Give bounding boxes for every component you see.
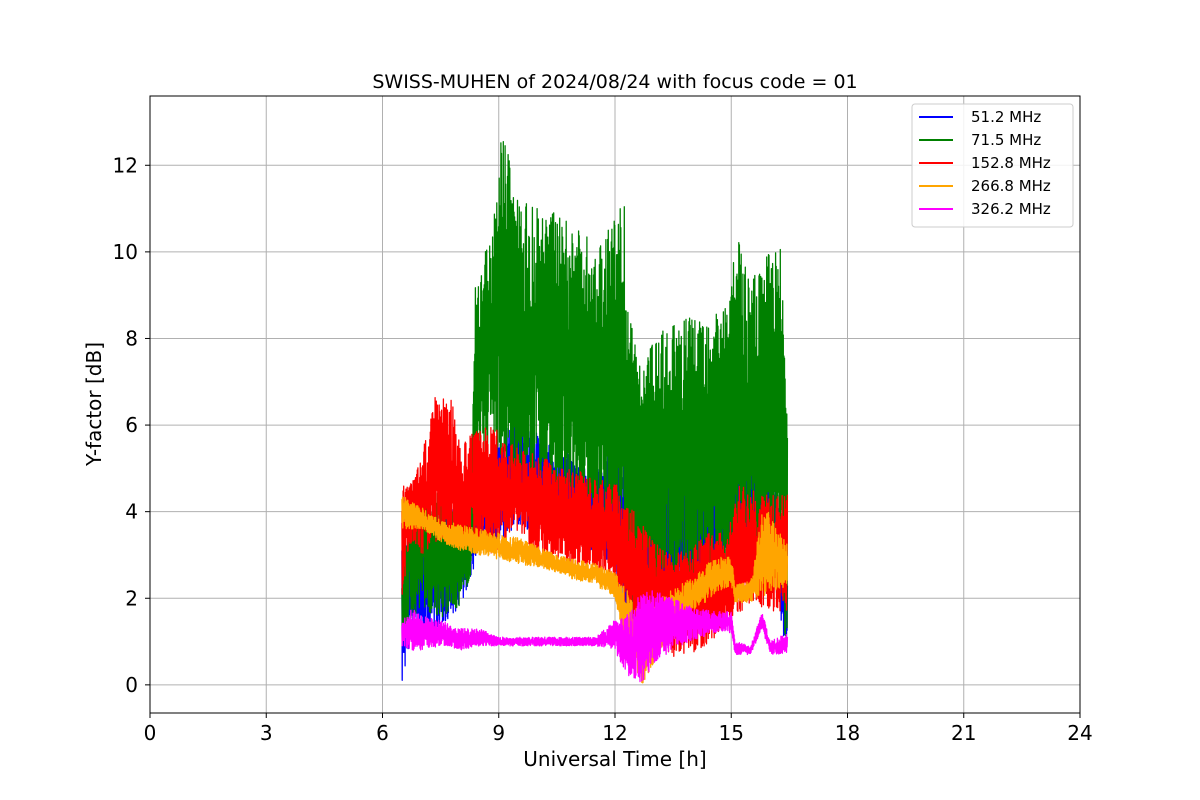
y-axis-label: Y-factor [dB] (82, 342, 106, 467)
x-tick-label: 12 (602, 721, 627, 745)
legend-label: 266.8 MHz (971, 177, 1051, 195)
y-tick-label: 12 (113, 153, 138, 177)
y-tick-label: 10 (113, 240, 138, 264)
y-tick-label: 8 (125, 326, 138, 350)
x-tick-label: 3 (260, 721, 273, 745)
legend-label: 71.5 MHz (971, 131, 1041, 149)
legend-label: 152.8 MHz (971, 154, 1051, 172)
legend-box (911, 103, 1074, 228)
x-tick-label: 18 (835, 721, 860, 745)
x-axis-label: Universal Time [h] (523, 747, 706, 771)
y-tick-label: 6 (125, 413, 138, 437)
y-tick-label: 2 (125, 586, 138, 610)
y-tick-label: 0 (125, 673, 138, 697)
series-line (401, 590, 789, 683)
series-line (401, 496, 789, 684)
x-tick-label: 15 (719, 721, 744, 745)
x-tick-label: 0 (144, 721, 157, 745)
x-tick-label: 24 (1067, 721, 1092, 745)
chart-title: SWISS-MUHEN of 2024/08/24 with focus cod… (372, 71, 857, 93)
legend: 51.2 MHz 71.5 MHz 152.8 MHz 266.8 MHz 32… (911, 103, 1074, 228)
y-tick-label: 4 (125, 500, 138, 524)
series-line (401, 397, 789, 657)
series-layer (401, 141, 789, 684)
legend-label: 51.2 MHz (971, 108, 1041, 126)
x-tick-label: 21 (951, 721, 976, 745)
x-tick-label: 9 (492, 721, 505, 745)
legend-label: 326.2 MHz (971, 200, 1051, 218)
x-tick-label: 6 (376, 721, 389, 745)
